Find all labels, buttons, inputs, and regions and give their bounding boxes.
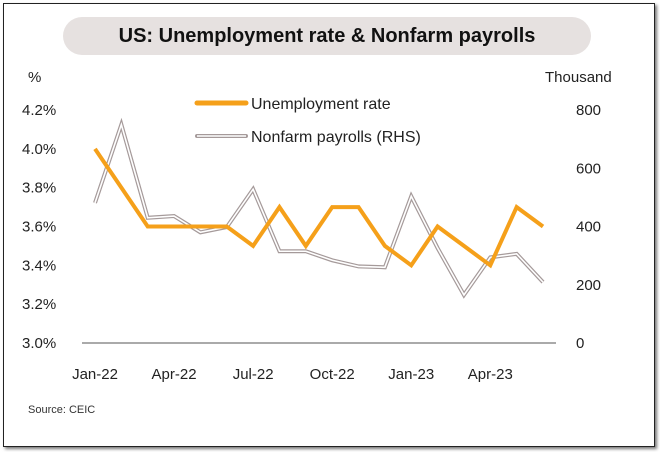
legend-label-payrolls: Nonfarm payrolls (RHS) [251,129,421,146]
right-tick-label: 200 [576,277,601,294]
left-tick-label: 3.4% [22,257,56,274]
x-tick-label: Apr-23 [468,366,513,383]
source-note: Source: CEIC [28,404,95,416]
x-tick-label: Apr-22 [152,366,197,383]
payrolls-line-outline [93,117,545,299]
x-tick-label: Jan-23 [388,366,434,383]
x-tick-label: Jan-22 [72,366,118,383]
x-tick-label: Oct-22 [310,366,355,383]
right-tick-label: 0 [576,335,584,352]
legend-label-unemployment: Unemployment rate [251,96,391,113]
left-tick-label: 3.0% [22,335,56,352]
x-tick-label: Jul-22 [233,366,274,383]
right-tick-label: 600 [576,160,601,177]
chart-title: US: Unemployment rate & Nonfarm payrolls [63,17,591,55]
left-tick-label: 4.0% [22,141,56,158]
left-tick-label: 4.2% [22,102,56,119]
unemployment-line [93,147,545,269]
right-axis-label: Thousand [545,69,612,86]
left-tick-label: 3.6% [22,219,56,236]
left-tick-label: 3.2% [22,296,56,313]
right-tick-label: 400 [576,219,601,236]
right-tick-label: 800 [576,102,601,119]
left-tick-label: 3.8% [22,180,56,197]
chart-frame [3,3,655,447]
left-axis-label: % [28,69,41,86]
payrolls-line [94,121,544,297]
